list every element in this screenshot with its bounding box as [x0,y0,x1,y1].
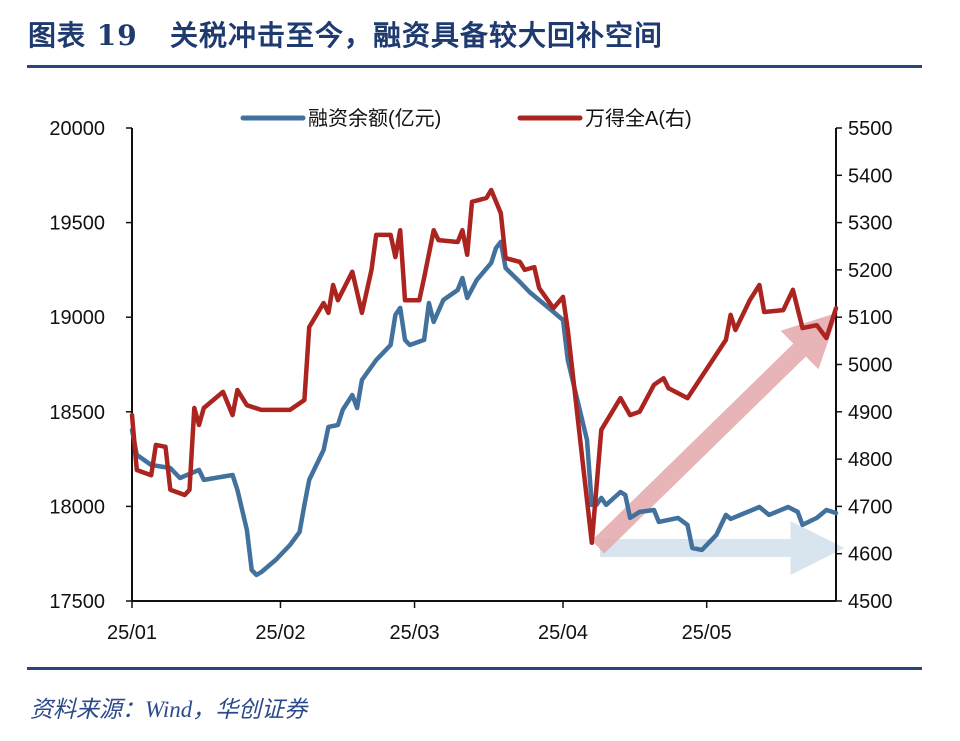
right-axis-tick-label: 5100 [848,307,893,329]
right-axis-tick-label: 4700 [848,496,893,518]
figure-title: 图表 19 关税冲击至今，融资具备较大回补空间 [28,19,663,52]
left-axis-tick-label: 17500 [49,591,105,613]
series-line-margin-balance [129,239,839,578]
right-axis-tick-label: 5200 [848,260,893,282]
title-divider [27,65,922,68]
right-axis-tick-label: 4800 [848,449,893,471]
left-axis-tick-label: 18000 [49,496,105,518]
series-lines [129,187,839,578]
left-axis-tick-label: 19000 [49,307,105,329]
legend-label: 万得全A(右) [585,107,692,130]
right-axis-tick-label: 4600 [848,544,893,566]
x-axis-tick-label: 25/04 [538,622,588,644]
legend: 融资余额(亿元) 万得全A(右) [240,107,692,130]
axes: 17500 18000 18500 19000 19500 20000 4500 4600 47… [49,118,892,644]
right-axis-tick-label: 5500 [848,118,893,140]
x-axis-tick-label: 25/02 [255,622,305,644]
right-axis-tick-label: 5400 [848,165,893,187]
x-axis-tick-label: 25/05 [682,622,732,644]
right-axis-tick-label: 5300 [848,213,893,235]
rising-arrow-annotation [591,312,839,554]
right-axis-tick-label: 4500 [848,591,893,613]
series-line-wind-all-a [129,187,839,546]
left-axis-tick-label: 20000 [49,118,105,140]
source-note: 资料来源：Wind，华创证券 [30,697,308,722]
right-axis-tick-label: 5000 [848,355,893,377]
left-axis-tick-label: 19500 [49,213,105,235]
left-axis-tick-label: 18500 [49,402,105,424]
footer-divider [27,667,922,670]
x-axis-tick-label: 25/01 [107,622,157,644]
legend-label: 融资余额(亿元) [308,107,441,130]
right-axis-tick-label: 4900 [848,402,893,424]
x-axis-tick-label: 25/03 [390,622,440,644]
